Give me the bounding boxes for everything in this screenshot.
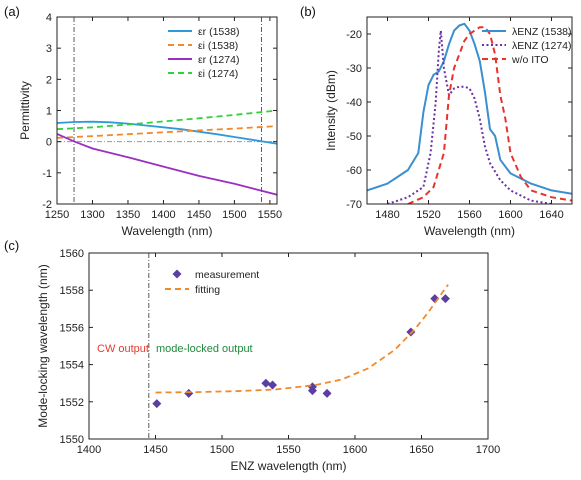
y-tick-label: 1560 bbox=[60, 248, 84, 260]
x-tick-label: 1640 bbox=[539, 209, 563, 221]
series-line bbox=[387, 29, 552, 204]
y-axis-label: Permittivity bbox=[18, 81, 32, 140]
y-tick-label: 1552 bbox=[60, 397, 84, 409]
x-tick-label: 1700 bbox=[476, 444, 500, 456]
series-line bbox=[155, 284, 449, 394]
x-axis-label: Wavelength (nm) bbox=[424, 224, 515, 238]
x-tick-label: 1300 bbox=[80, 209, 104, 221]
data-point bbox=[184, 388, 194, 398]
y-axis-label: Intensity (dBm) bbox=[324, 70, 338, 151]
x-tick-label: 1500 bbox=[210, 444, 234, 456]
data-point bbox=[152, 399, 162, 409]
y-axis-label: Mode-locking wavelength (nm) bbox=[36, 264, 50, 427]
series-line bbox=[367, 22, 572, 195]
panel-a: (a) 1250 1300 1350 1400 1450 1500 1550 -2 -1 0 1 2 3 4… bbox=[4, 4, 282, 238]
x-tick-label: 1400 bbox=[151, 209, 175, 221]
data-point bbox=[307, 386, 317, 396]
legend: λENZ (1538) λENZ (1274) w/o ITO bbox=[482, 26, 572, 66]
y-tick-label: -2 bbox=[42, 199, 52, 211]
y-tick-label: -40 bbox=[346, 97, 362, 109]
y-tick-label: 4 bbox=[46, 12, 52, 24]
y-tick-label: 1 bbox=[46, 106, 52, 118]
x-tick-label: 1450 bbox=[143, 444, 167, 456]
y-tick-label: 3 bbox=[46, 43, 52, 55]
legend-label: w/o ITO bbox=[511, 54, 549, 66]
x-tick-label: 1250 bbox=[45, 209, 69, 221]
data-point bbox=[406, 327, 416, 337]
legend-label: measurement bbox=[195, 269, 259, 281]
y-tick-label: -60 bbox=[346, 165, 362, 177]
y-tick-label: 1558 bbox=[60, 285, 84, 297]
series-line bbox=[57, 109, 277, 131]
legend-label: εr (1274) bbox=[198, 54, 239, 66]
data-point bbox=[440, 294, 450, 304]
annotation-label: mode-locked output bbox=[156, 343, 253, 355]
y-tick-label: 1554 bbox=[60, 360, 84, 372]
data-point bbox=[322, 388, 332, 398]
panel-b: (b) 1480 1520 1560 1600 1640 -70 -60 -50 -40 -30 -2… bbox=[300, 4, 573, 238]
x-axis-label: Wavelength (nm) bbox=[122, 224, 213, 238]
series-line bbox=[57, 133, 277, 196]
panel-label: (b) bbox=[300, 4, 316, 19]
x-tick-label: 1500 bbox=[222, 209, 246, 221]
plot-area bbox=[367, 22, 572, 204]
legend-label: λENZ (1274) bbox=[512, 40, 572, 52]
series-line bbox=[57, 125, 277, 139]
legend-label: εi (1274) bbox=[198, 68, 238, 80]
y-tick-label: -20 bbox=[346, 29, 362, 41]
legend: εr (1538) εi (1538) εr (1274) εi (1274) bbox=[168, 26, 239, 80]
x-tick-label: 1480 bbox=[375, 209, 399, 221]
x-tick-label: 1600 bbox=[498, 209, 522, 221]
x-tick-label: 1400 bbox=[77, 444, 101, 456]
y-tick-label: -30 bbox=[346, 63, 362, 75]
y-tick-label: 2 bbox=[46, 74, 52, 86]
data-point bbox=[268, 380, 278, 390]
x-tick-label: 1650 bbox=[409, 444, 433, 456]
plot-area bbox=[57, 17, 277, 204]
panel-c: (c) 1400 1450 1500 1550 1600 1650 1700 1550 1552 1… bbox=[4, 238, 500, 473]
x-tick-label: 1600 bbox=[343, 444, 367, 456]
legend-label: λENZ (1538) bbox=[512, 26, 572, 38]
x-axis-label: ENZ wavelength (nm) bbox=[230, 459, 346, 473]
y-tick-label: -50 bbox=[346, 131, 362, 143]
x-tick-label: 1520 bbox=[416, 209, 440, 221]
legend-label: fitting bbox=[195, 284, 220, 296]
x-tick-label: 1550 bbox=[276, 444, 300, 456]
y-tick-label: -1 bbox=[42, 168, 52, 180]
panel-label: (c) bbox=[4, 238, 19, 253]
x-tick-label: 1350 bbox=[116, 209, 140, 221]
y-tick-label: 1550 bbox=[60, 434, 84, 446]
legend-label: εi (1538) bbox=[198, 40, 238, 52]
x-tick-label: 1560 bbox=[457, 209, 481, 221]
data-point bbox=[261, 378, 271, 388]
series-line bbox=[407, 26, 572, 204]
x-tick-label: 1450 bbox=[187, 209, 211, 221]
legend-label: εr (1538) bbox=[198, 26, 239, 38]
x-tick-label: 1550 bbox=[258, 209, 282, 221]
y-tick-label: 0 bbox=[46, 137, 52, 149]
legend: measurement fitting bbox=[165, 269, 259, 296]
plot-area bbox=[148, 253, 450, 439]
panel-label: (a) bbox=[4, 4, 20, 19]
annotation-label: CW output bbox=[97, 343, 149, 355]
legend-marker bbox=[172, 269, 182, 279]
y-tick-label: 1556 bbox=[60, 322, 84, 334]
y-tick-label: -70 bbox=[346, 199, 362, 211]
plot-frame bbox=[56, 16, 278, 205]
series-line bbox=[57, 120, 277, 145]
